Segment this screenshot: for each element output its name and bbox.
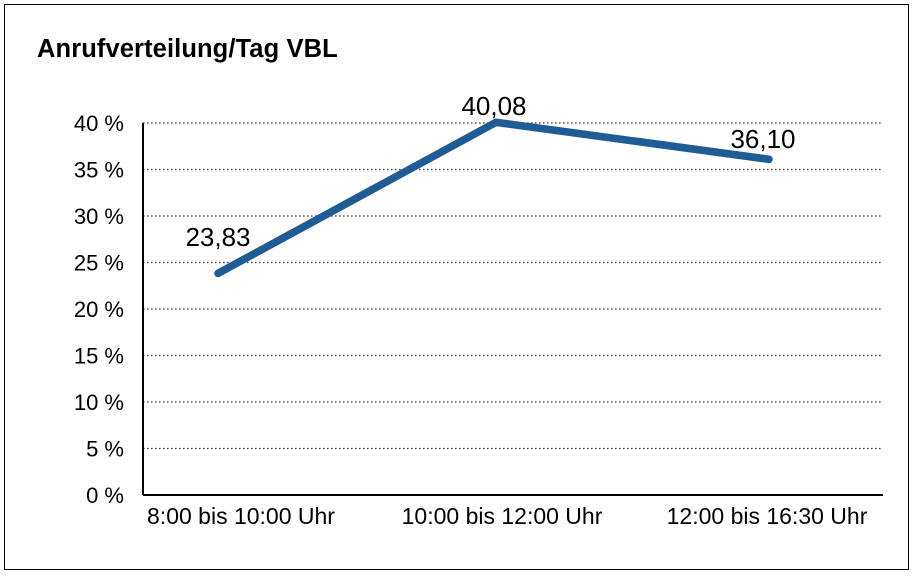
svg-text:25 %: 25 % bbox=[74, 251, 124, 276]
svg-text:40,08: 40,08 bbox=[461, 91, 526, 121]
svg-text:20 %: 20 % bbox=[74, 297, 124, 322]
svg-text:8:00 bis 10:00 Uhr: 8:00 bis 10:00 Uhr bbox=[147, 503, 335, 529]
svg-text:0 %: 0 % bbox=[86, 483, 124, 508]
svg-text:10:00 bis 12:00 Uhr: 10:00 bis 12:00 Uhr bbox=[402, 503, 603, 529]
svg-text:5 %: 5 % bbox=[86, 437, 124, 462]
svg-text:40 %: 40 % bbox=[74, 111, 124, 136]
svg-text:30 %: 30 % bbox=[74, 204, 124, 229]
svg-text:35 %: 35 % bbox=[74, 158, 124, 183]
svg-text:15 %: 15 % bbox=[74, 344, 124, 369]
svg-text:36,10: 36,10 bbox=[730, 124, 795, 154]
svg-text:10 %: 10 % bbox=[74, 390, 124, 415]
svg-text:23,83: 23,83 bbox=[185, 222, 250, 252]
svg-text:12:00 bis 16:30 Uhr: 12:00 bis 16:30 Uhr bbox=[667, 503, 868, 529]
